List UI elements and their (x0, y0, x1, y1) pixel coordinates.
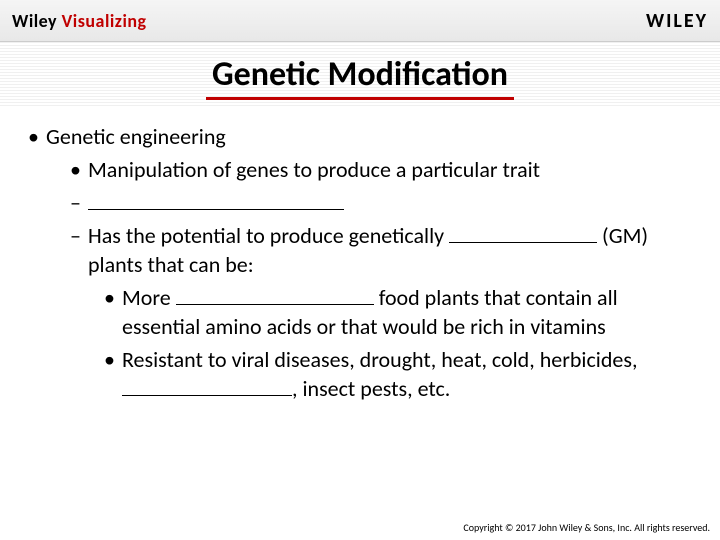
blank-line-2 (449, 223, 597, 243)
bullet-lvl3-blank-line (88, 188, 692, 217)
lvl4b-post: , insect pests, etc. (292, 375, 450, 402)
bullet-lvl4-b: • Resistant to viral diseases, drought, … (104, 345, 692, 403)
bullet-dot-icon: • (104, 283, 122, 341)
dash-icon: – (70, 188, 88, 217)
bullet-lvl3-blank: – (70, 188, 692, 217)
bullet-lvl2-a: • Manipulation of genes to produce a par… (70, 155, 692, 184)
copyright-footer: Copyright © 2017 John Wiley & Sons, Inc.… (463, 521, 710, 534)
blank-line-4 (122, 376, 292, 396)
bullet-lvl4-b-text: Resistant to viral diseases, drought, he… (122, 345, 692, 403)
brand-word-2: Visualizing (62, 10, 147, 32)
bullet-lvl1: • Genetic engineering (28, 122, 692, 151)
content-area: • Genetic engineering • Manipulation of … (0, 106, 720, 403)
bullet-dot-icon: • (70, 155, 88, 184)
bullet-lvl2-a-text: Manipulation of genes to produce a parti… (88, 155, 692, 184)
title-area: Genetic Modification (0, 42, 720, 106)
bullet-lvl1-text: Genetic engineering (46, 122, 692, 151)
bullet-dot-icon: • (104, 345, 122, 403)
brand-word-1: Wiley (12, 10, 57, 32)
lvl4b-pre: Resistant to viral diseases, drought, he… (122, 346, 637, 373)
bullet-lvl3-b: – Has the potential to produce genetical… (70, 221, 692, 279)
slide-title: Genetic Modification (206, 54, 514, 100)
header-bar: Wiley Visualizing WILEY (0, 0, 720, 42)
bullet-lvl4-a: • More food plants that contain all esse… (104, 283, 692, 341)
dash-icon: – (70, 221, 88, 279)
lvl4a-pre: More (122, 284, 176, 311)
bullet-lvl3-b-text: Has the potential to produce genetically… (88, 221, 692, 279)
blank-line-1 (88, 190, 344, 210)
brand-left: Wiley Visualizing (12, 10, 147, 32)
bullet-dot-icon: • (28, 122, 46, 151)
lvl3b-pre: Has the potential to produce genetically (88, 222, 449, 249)
bullet-lvl4-a-text: More food plants that contain all essent… (122, 283, 692, 341)
brand-right: WILEY (646, 9, 708, 33)
blank-line-3 (176, 285, 374, 305)
